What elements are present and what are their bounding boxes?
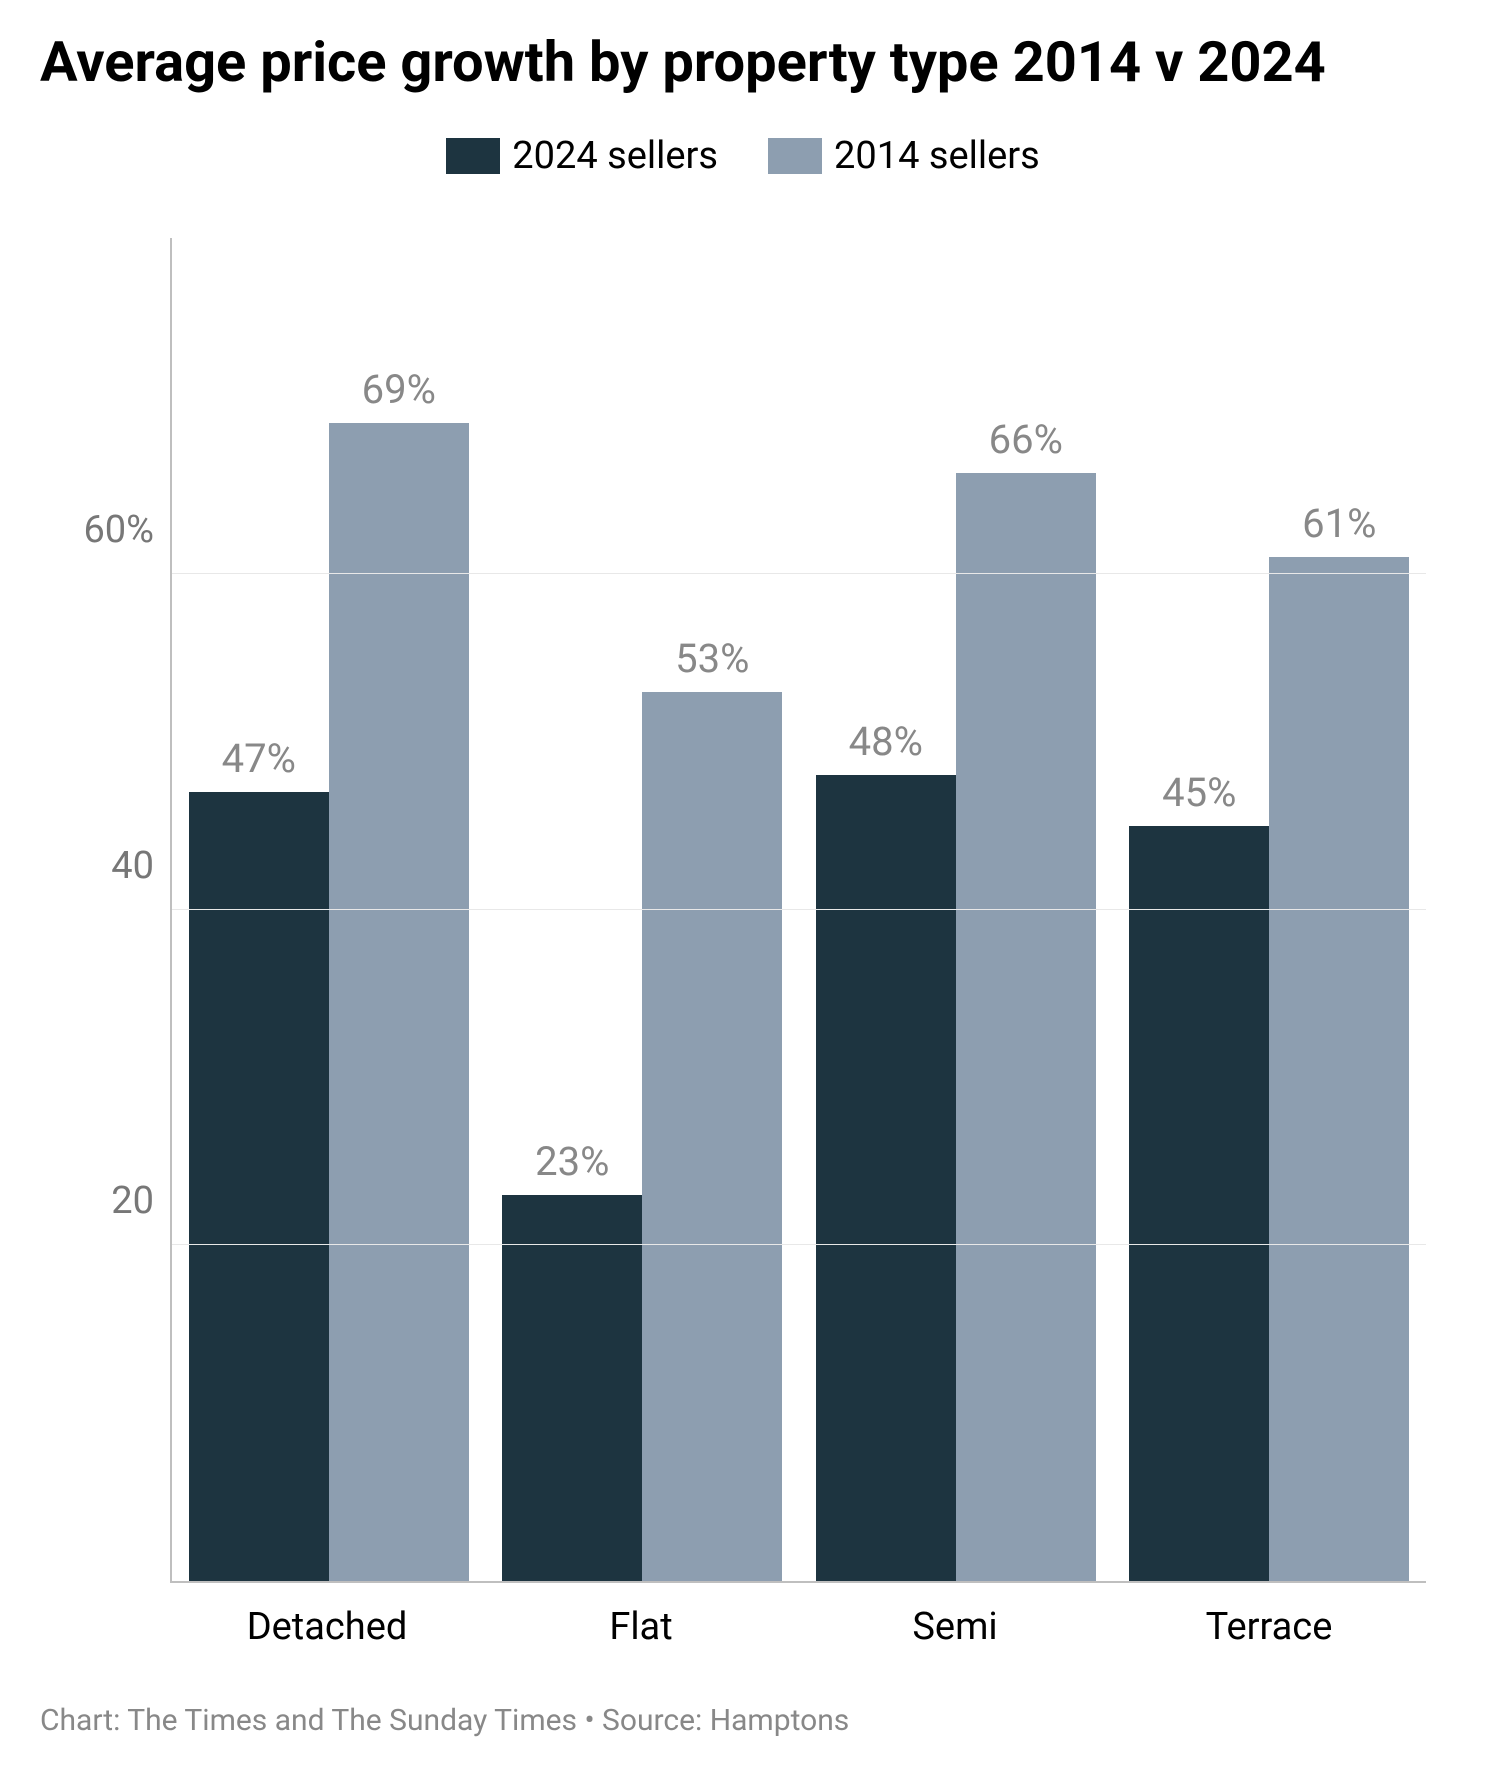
bar-value-label: 47% (222, 735, 296, 782)
bar (189, 792, 329, 1581)
x-axis-label: Semi (815, 1605, 1095, 1649)
chart-plot-wrapper: 47% 69% 23% 53% 48% 66% 45% 61% 20 40 60% Detache… (40, 238, 1446, 1693)
chart-container: Average price growth by property type 20… (0, 0, 1486, 1768)
bar-value-label: 53% (675, 635, 749, 682)
gridline (172, 573, 1426, 574)
legend-swatch (768, 138, 822, 174)
y-tick-label: 60% (83, 508, 172, 552)
bar (642, 692, 782, 1581)
legend-item: 2024 sellers (446, 134, 718, 178)
plot-area: 47%69%23%53%48%66%45%61% 204060% (170, 238, 1426, 1583)
bar-value-label: 66% (989, 416, 1063, 463)
bar-value-label: 61% (1302, 500, 1376, 547)
chart-footer: Chart: The Times and The Sunday Times • … (40, 1703, 1446, 1738)
legend: 2024 sellers 2014 sellers (40, 134, 1446, 178)
gridline (172, 1244, 1426, 1245)
y-tick-label: 20 (111, 1179, 172, 1223)
x-axis-label: Terrace (1129, 1605, 1409, 1649)
bar-value-label: 45% (1162, 769, 1236, 816)
chart-title: Average price growth by property type 20… (40, 30, 1446, 94)
bar (956, 473, 1096, 1581)
legend-item: 2014 sellers (768, 134, 1040, 178)
bar (1269, 557, 1409, 1581)
legend-label: 2014 sellers (834, 134, 1040, 178)
bar (502, 1195, 642, 1581)
bar-value-label: 48% (849, 718, 923, 765)
bar-value-label: 23% (535, 1138, 609, 1185)
y-tick-label: 40 (111, 844, 172, 888)
bar-value-label: 69% (362, 366, 436, 413)
gridline (172, 909, 1426, 910)
bar (329, 423, 469, 1581)
x-axis-label: Flat (501, 1605, 781, 1649)
legend-label: 2024 sellers (512, 134, 718, 178)
chart-area: 47% 69% 23% 53% 48% 66% 45% 61% 20 40 60% Detache… (40, 238, 1446, 1693)
x-axis-labels: Detached Flat Semi Terrace (170, 1583, 1426, 1693)
x-axis-label: Detached (187, 1605, 467, 1649)
bar (1129, 826, 1269, 1581)
bar (816, 775, 956, 1581)
legend-swatch (446, 138, 500, 174)
